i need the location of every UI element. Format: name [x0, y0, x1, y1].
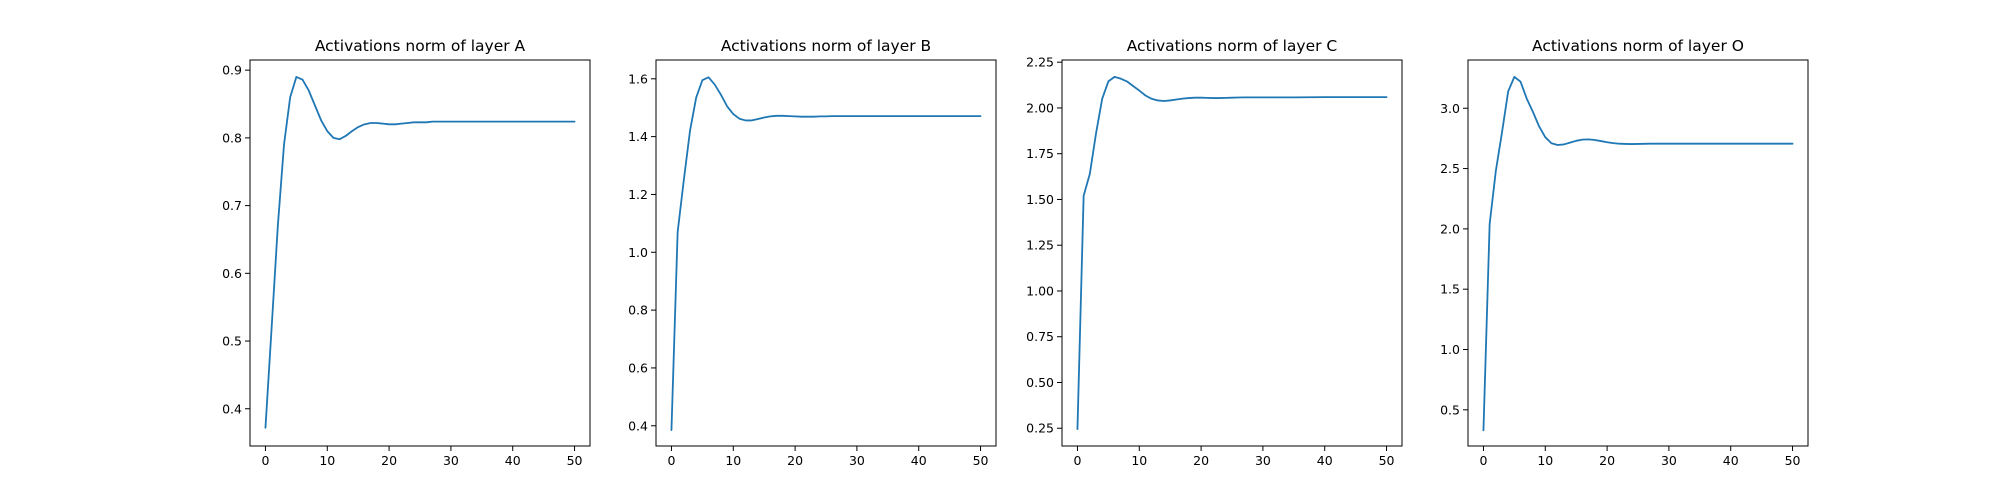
plot-frame	[1467, 59, 1809, 447]
plot-frame	[1061, 59, 1403, 447]
chart-panel-1: Activations norm of layer A 0 10 20 30 40 50 0.…	[222, 37, 591, 468]
x-tick-label: 50	[567, 453, 583, 468]
y-tick-label: 0.50	[1026, 375, 1054, 390]
y-tick-label: 1.0	[628, 245, 648, 260]
y-tick-label: 0.8	[222, 130, 242, 145]
x-tick-label: 0	[1073, 453, 1081, 468]
y-tick-label: 0.75	[1026, 329, 1054, 344]
x-tick-label: 10	[725, 453, 741, 468]
x-tick-label: 20	[1599, 453, 1615, 468]
y-tick-label: 0.6	[222, 266, 242, 281]
y-tick-label: 0.6	[628, 360, 648, 375]
x-tick-label: 10	[1131, 453, 1147, 468]
x-tick-label: 30	[1661, 453, 1677, 468]
y-tick-label: 1.75	[1026, 146, 1054, 161]
series-line	[1482, 75, 1794, 432]
chart-title: Activations norm of layer B	[721, 37, 931, 55]
y-tick-label: 1.2	[628, 187, 648, 202]
y-tick-label: 1.25	[1026, 238, 1054, 253]
x-tick-label: 0	[667, 453, 675, 468]
x-tick-label: 0	[1479, 453, 1487, 468]
chart-panel-3: Activations norm of layer C 0 10 20 30 40 50 0.…	[1026, 37, 1403, 468]
y-tick-label: 1.6	[628, 71, 648, 86]
x-tick-label: 40	[911, 453, 927, 468]
x-tick-label: 0	[261, 453, 269, 468]
x-tick-label: 50	[1785, 453, 1801, 468]
chart-title: Activations norm of layer O	[1532, 37, 1744, 55]
x-tick-label: 30	[443, 453, 459, 468]
series-line	[264, 76, 576, 429]
y-tick-label: 0.9	[222, 63, 242, 78]
x-tick-label: 20	[787, 453, 803, 468]
y-tick-label: 0.7	[222, 198, 242, 213]
y-tick-label: 1.4	[628, 129, 648, 144]
x-tick-label: 10	[1537, 453, 1553, 468]
chart-panel-4: Activations norm of layer O 0 10 20 30 40 50 0.…	[1440, 37, 1809, 468]
x-tick-label: 40	[1317, 453, 1333, 468]
y-tick-label: 2.00	[1026, 100, 1054, 115]
plot-frame	[249, 59, 591, 447]
y-tick-label: 2.0	[1440, 221, 1460, 236]
y-tick-label: 0.5	[1440, 402, 1460, 417]
x-tick-label: 10	[319, 453, 335, 468]
x-tick-label: 20	[381, 453, 397, 468]
y-tick-label: 0.8	[628, 303, 648, 318]
y-tick-label: 1.50	[1026, 192, 1054, 207]
y-tick-label: 1.00	[1026, 283, 1054, 298]
x-tick-label: 30	[849, 453, 865, 468]
x-tick-label: 40	[1723, 453, 1739, 468]
y-tick-label: 2.25	[1026, 55, 1054, 70]
plot-frame	[655, 59, 997, 447]
chart-title: Activations norm of layer C	[1127, 37, 1338, 55]
y-tick-label: 2.5	[1440, 161, 1460, 176]
y-tick-label: 3.0	[1440, 101, 1460, 116]
series-line	[670, 76, 982, 432]
y-tick-label: 0.25	[1026, 421, 1054, 436]
y-tick-label: 1.0	[1440, 342, 1460, 357]
x-tick-label: 40	[505, 453, 521, 468]
x-tick-label: 50	[973, 453, 989, 468]
y-tick-label: 0.5	[222, 334, 242, 349]
y-tick-label: 1.5	[1440, 282, 1460, 297]
y-tick-label: 0.4	[628, 418, 648, 433]
y-tick-label: 0.4	[222, 401, 242, 416]
x-tick-label: 20	[1193, 453, 1209, 468]
x-tick-label: 30	[1255, 453, 1271, 468]
series-line	[1076, 75, 1388, 431]
chart-panel-2: Activations norm of layer B 0 10 20 30 40 50 0.…	[628, 37, 997, 468]
x-tick-label: 50	[1379, 453, 1395, 468]
chart-title: Activations norm of layer A	[315, 37, 526, 55]
